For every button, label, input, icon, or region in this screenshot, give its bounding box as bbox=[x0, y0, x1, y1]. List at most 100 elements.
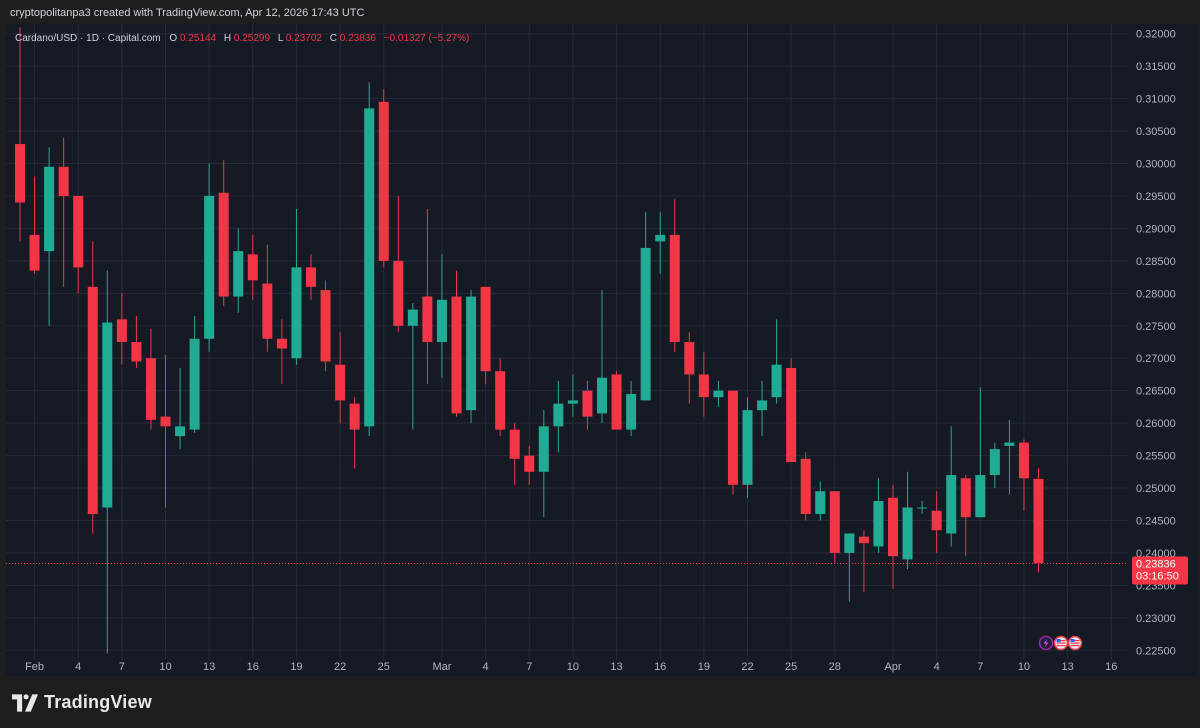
candle-down[interactable] bbox=[495, 358, 506, 437]
candle-down[interactable] bbox=[29, 176, 40, 274]
time-axis[interactable]: Feb 4 7 10 13 16 19 22 25 Mar 4 7 10 13 16 19 22 25 28 Apr 4… bbox=[25, 661, 1117, 673]
candle-body bbox=[466, 296, 477, 411]
candle-up[interactable] bbox=[757, 380, 768, 437]
candle-down[interactable] bbox=[131, 316, 142, 368]
candle-down[interactable] bbox=[145, 329, 156, 430]
candle-down[interactable] bbox=[800, 452, 811, 521]
candle-down[interactable] bbox=[727, 390, 738, 495]
candle-down[interactable] bbox=[87, 241, 98, 534]
candle-up[interactable] bbox=[873, 478, 884, 553]
candle-body bbox=[276, 338, 287, 349]
candle-down[interactable] bbox=[116, 293, 127, 365]
candle-down[interactable] bbox=[888, 484, 898, 589]
candle-up[interactable] bbox=[291, 208, 302, 365]
candle-down[interactable] bbox=[524, 445, 535, 485]
price-tick-label: 0.26000 bbox=[1136, 418, 1176, 430]
candle-down[interactable] bbox=[931, 491, 942, 553]
candle-up[interactable] bbox=[102, 270, 113, 654]
candle-up[interactable] bbox=[189, 316, 200, 433]
candle-down[interactable] bbox=[349, 397, 360, 469]
candle-down[interactable] bbox=[582, 380, 593, 430]
candle-up[interactable] bbox=[946, 426, 957, 547]
candle-body bbox=[902, 507, 913, 560]
candle-body bbox=[931, 510, 942, 531]
candle-up[interactable] bbox=[917, 501, 928, 514]
candle-down[interactable] bbox=[393, 195, 404, 333]
time-tick-label: Mar bbox=[432, 661, 451, 673]
candle-body bbox=[189, 338, 200, 430]
candle-down[interactable] bbox=[306, 254, 316, 300]
candle-body bbox=[538, 426, 549, 472]
time-tick-label: 16 bbox=[1105, 661, 1117, 673]
lightning-event-icon[interactable] bbox=[1038, 635, 1054, 651]
candle-down[interactable] bbox=[509, 423, 520, 485]
candle-body bbox=[989, 449, 1000, 476]
candle-up[interactable] bbox=[975, 387, 986, 518]
candle-down[interactable] bbox=[73, 195, 84, 294]
candle-body bbox=[946, 475, 957, 534]
candle-down[interactable] bbox=[320, 280, 331, 372]
candle-down[interactable] bbox=[262, 244, 273, 352]
candle-up[interactable] bbox=[655, 212, 666, 274]
candle-down[interactable] bbox=[451, 270, 462, 417]
candle-up[interactable] bbox=[989, 442, 1000, 489]
candle-down[interactable] bbox=[698, 351, 709, 417]
last-price-tag: 0.23836 03:16:50 bbox=[1132, 556, 1188, 585]
candle-up[interactable] bbox=[175, 367, 186, 450]
candle-up[interactable] bbox=[436, 254, 447, 378]
price-tick-label: 0.30000 bbox=[1136, 159, 1176, 171]
us-flag-event-icon[interactable] bbox=[1053, 635, 1069, 651]
candle-down[interactable] bbox=[218, 160, 229, 307]
candle-down[interactable] bbox=[15, 27, 25, 242]
candle-down[interactable] bbox=[829, 491, 840, 563]
candle-up[interactable] bbox=[713, 380, 724, 407]
candle-up[interactable] bbox=[771, 319, 782, 404]
candle-down[interactable] bbox=[1018, 439, 1029, 511]
price-axis[interactable]: 0.32000 0.31500 0.31000 0.30500 0.30000 0.295… bbox=[1136, 29, 1176, 658]
event-icons[interactable] bbox=[1038, 635, 1083, 651]
candle-up[interactable] bbox=[553, 380, 564, 453]
candle-up[interactable] bbox=[640, 212, 651, 401]
candle-up[interactable] bbox=[233, 228, 244, 313]
candle-down[interactable] bbox=[669, 199, 680, 352]
candle-down[interactable] bbox=[480, 286, 491, 385]
candle-down[interactable] bbox=[858, 530, 869, 592]
candle-up[interactable] bbox=[364, 82, 375, 437]
candle-down[interactable] bbox=[276, 319, 287, 385]
candle-body bbox=[509, 429, 520, 459]
candle-up[interactable] bbox=[844, 533, 855, 602]
candle-down[interactable] bbox=[611, 371, 622, 430]
candle-down[interactable] bbox=[960, 475, 971, 557]
candle-up[interactable] bbox=[902, 471, 913, 570]
legend-open-label: O bbox=[169, 33, 177, 44]
last-price-value: 0.23836 bbox=[1136, 559, 1176, 571]
us-flag-event-icon-2[interactable] bbox=[1067, 635, 1083, 651]
candle-down[interactable] bbox=[247, 234, 258, 300]
candle-up[interactable] bbox=[407, 303, 418, 430]
price-tick-label: 0.22500 bbox=[1136, 645, 1176, 657]
candle-body bbox=[175, 426, 186, 437]
candle-down[interactable] bbox=[422, 208, 433, 385]
candle-down[interactable] bbox=[378, 88, 389, 268]
candle-up[interactable] bbox=[597, 290, 607, 424]
tradingview-logo-icon bbox=[12, 693, 38, 712]
candle-down[interactable] bbox=[786, 358, 797, 463]
candle-up[interactable] bbox=[538, 410, 549, 518]
candle-down[interactable] bbox=[1033, 468, 1044, 573]
candle-up[interactable] bbox=[44, 147, 55, 326]
candle-body bbox=[771, 364, 782, 398]
candle-down[interactable] bbox=[160, 354, 171, 508]
candle-up[interactable] bbox=[204, 163, 215, 352]
candle-down[interactable] bbox=[58, 137, 69, 287]
candle-up[interactable] bbox=[815, 481, 826, 521]
candle-down[interactable] bbox=[684, 332, 695, 404]
candle-up[interactable] bbox=[626, 380, 637, 437]
candle-down[interactable] bbox=[335, 332, 346, 424]
tradingview-logo[interactable]: TradingView bbox=[12, 692, 152, 713]
candle-up[interactable] bbox=[567, 374, 578, 417]
candle-up[interactable] bbox=[1004, 419, 1015, 495]
candle-up[interactable] bbox=[742, 397, 753, 498]
candlestick-chart[interactable]: 0.32000 0.31500 0.31000 0.30500 0.30000 0.295… bbox=[6, 24, 1198, 676]
candle-up[interactable] bbox=[466, 290, 477, 424]
legend-close-label: C bbox=[330, 33, 337, 44]
